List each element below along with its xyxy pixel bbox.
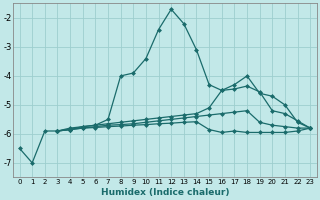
X-axis label: Humidex (Indice chaleur): Humidex (Indice chaleur) [100,188,229,197]
